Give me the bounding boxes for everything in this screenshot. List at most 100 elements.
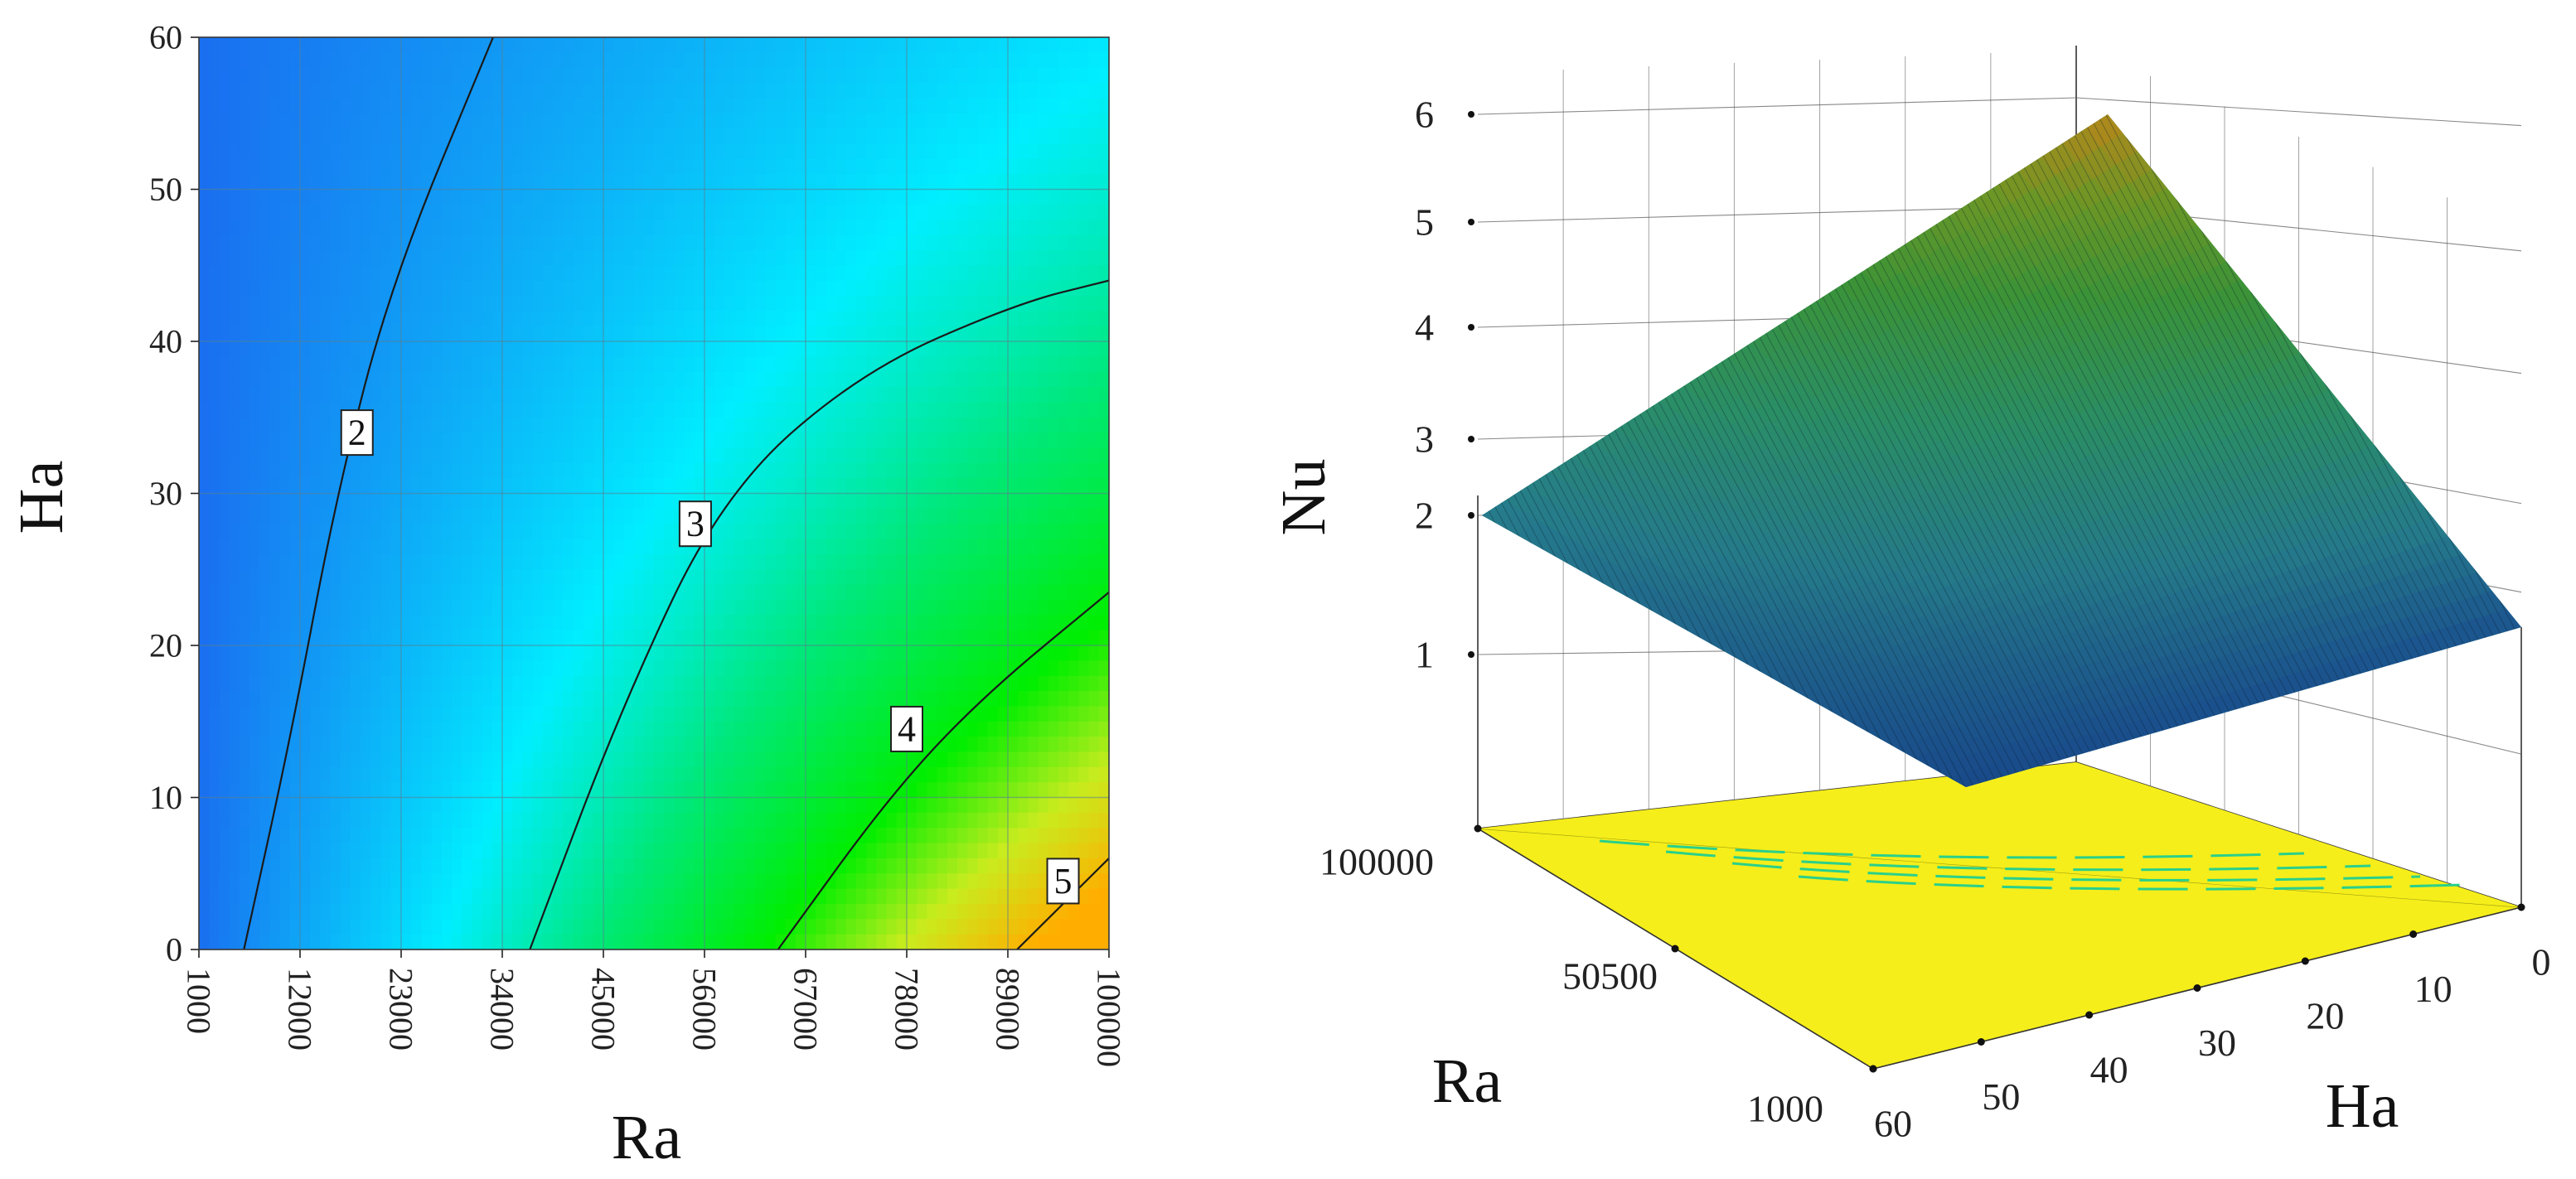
heat-cell: [320, 174, 332, 191]
heat-cell: [896, 387, 908, 403]
heat-cell: [532, 280, 544, 297]
heat-cell: [370, 660, 382, 677]
heat-cell: [512, 356, 524, 373]
heat-cell: [401, 584, 412, 601]
heat-cell: [744, 143, 756, 160]
heat-cell: [553, 143, 564, 160]
heat-cell: [795, 387, 806, 403]
heat-cell: [816, 782, 827, 799]
heat-cell: [917, 584, 928, 601]
heat-cell: [269, 143, 281, 160]
heat-cell: [613, 37, 625, 54]
heat-cell: [896, 873, 908, 890]
heat-cell: [856, 462, 867, 479]
heat-cell: [967, 843, 979, 859]
heat-cell: [866, 174, 878, 191]
heat-cell: [563, 417, 574, 433]
heat-cell: [826, 706, 837, 722]
heat-cell: [269, 766, 281, 783]
heat-cell: [563, 524, 574, 540]
heat-cell: [249, 858, 260, 875]
heat-cell: [209, 843, 220, 859]
heat-cell: [229, 432, 240, 449]
heat-cell: [1028, 888, 1039, 905]
heat-cell: [765, 83, 777, 99]
heat-cell: [765, 402, 777, 418]
heat-cell: [896, 478, 908, 495]
heat-cell: [219, 371, 230, 388]
heat-cell: [411, 432, 423, 449]
heat-cell: [441, 295, 453, 312]
heat-cell: [310, 903, 322, 920]
heat-cell: [522, 189, 534, 205]
heat-cell: [886, 599, 898, 616]
heat-cell: [351, 220, 361, 236]
heat-cell: [472, 462, 483, 479]
heat-cell: [967, 599, 979, 616]
heat-cell: [441, 903, 453, 920]
heat-cell: [532, 797, 544, 814]
heat-cell: [957, 158, 968, 175]
heat-cell: [462, 265, 473, 282]
heat-cell: [310, 387, 322, 403]
heat-cell: [380, 797, 392, 814]
heat-cell: [643, 828, 655, 844]
heat-cell: [279, 326, 291, 342]
heat-cell: [421, 873, 433, 890]
heat-cell: [229, 630, 240, 646]
heat-cell: [330, 584, 341, 601]
heat-cell: [380, 113, 392, 129]
heat-cell: [684, 828, 695, 844]
heat-cell: [229, 143, 240, 160]
heat-cell: [826, 462, 837, 479]
heat-cell: [1018, 766, 1029, 783]
heat-cell: [643, 37, 655, 54]
heat-cell: [744, 387, 756, 403]
heat-cell: [744, 158, 756, 175]
heat-cell: [633, 371, 645, 388]
heat-cell: [826, 311, 837, 327]
heat-cell: [583, 128, 594, 145]
heat-cell: [219, 37, 230, 54]
heat-cell: [886, 934, 898, 949]
heat-cell: [734, 751, 746, 768]
heat-cell: [785, 797, 797, 814]
heat-cell: [694, 402, 705, 418]
heat-cell: [785, 766, 797, 783]
heat-cell: [917, 249, 928, 267]
heat-cell: [249, 812, 260, 829]
heat-cell: [705, 174, 715, 191]
heat-cell: [957, 493, 968, 510]
heat-cell: [603, 508, 614, 524]
heat-cell: [300, 508, 311, 524]
heat-cell: [239, 660, 250, 677]
heat-cell: [482, 311, 493, 327]
heat-cell: [462, 189, 473, 205]
heat-cell: [917, 204, 928, 220]
heat-cell: [411, 402, 423, 418]
heat-cell: [583, 311, 594, 327]
heat-cell: [613, 143, 625, 160]
heat-cell: [300, 782, 311, 799]
heat-cell: [714, 599, 726, 616]
heat-cell: [775, 615, 787, 631]
heat-cell: [542, 189, 554, 205]
heat-cell: [987, 83, 999, 99]
heat-cell: [259, 584, 271, 601]
heat-cell: [967, 341, 979, 358]
heat-cell: [907, 630, 918, 646]
heat-cell: [927, 462, 938, 479]
heat-cell: [1008, 508, 1019, 524]
heat-cell: [502, 737, 513, 753]
heat-cell: [219, 934, 230, 949]
heat-cell: [482, 508, 493, 524]
heat-cell: [623, 766, 635, 783]
heat-cell: [816, 630, 827, 646]
heat-cell: [512, 311, 524, 327]
heat-cell: [491, 417, 503, 433]
heat-cell: [1008, 630, 1019, 646]
heat-cell: [705, 113, 715, 129]
heat-cell: [553, 174, 564, 191]
heat-cell: [502, 83, 513, 99]
heat-cell: [573, 919, 584, 935]
